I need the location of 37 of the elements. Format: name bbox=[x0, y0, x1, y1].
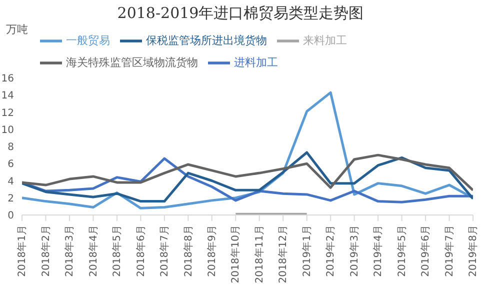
y-tick-label: 0 bbox=[8, 210, 14, 222]
x-tick-label: 2019年2月 bbox=[324, 225, 337, 277]
x-tick-label: 2018年4月 bbox=[87, 225, 100, 277]
chart-title: 2018-2019年进口棉贸易类型走势图 bbox=[116, 4, 365, 23]
x-tick-label: 2018年8月 bbox=[182, 225, 194, 277]
y-tick-label: 6 bbox=[8, 159, 14, 170]
x-tick-label: 2019年6月 bbox=[420, 225, 432, 277]
y-axis-title: 万吨 bbox=[6, 22, 28, 37]
x-tick-label: 2018年7月 bbox=[158, 225, 171, 277]
x-tick-label: 2018年3月 bbox=[64, 225, 76, 277]
y-tick-label: 16 bbox=[1, 74, 14, 85]
x-tick-label: 2019年4月 bbox=[372, 225, 384, 277]
y-tick-label: 10 bbox=[1, 124, 14, 136]
y-tick-label: 8 bbox=[8, 142, 14, 154]
y-tick-label: 12 bbox=[1, 108, 14, 119]
x-tick-label: 2018年2月 bbox=[40, 225, 52, 277]
legend-label: 保税监管场所进出境货物 bbox=[146, 34, 267, 48]
legend-label: 进料加工 bbox=[234, 56, 278, 70]
line-series bbox=[22, 154, 473, 192]
legend-label: 一般贸易 bbox=[66, 34, 110, 48]
legend-label: 来料加工 bbox=[303, 34, 347, 48]
y-tick-label: 14 bbox=[1, 90, 14, 102]
x-tick-label: 2018年12月 bbox=[277, 225, 290, 284]
x-tick-label: 2018年5月 bbox=[111, 225, 124, 277]
y-tick-label: 2 bbox=[8, 193, 14, 204]
x-tick-label: 2019年7月 bbox=[443, 225, 456, 277]
x-tick-label: 2018年9月 bbox=[206, 225, 218, 277]
x-tick-label: 2019年3月 bbox=[348, 225, 360, 277]
x-tick-label: 2019年5月 bbox=[396, 225, 408, 277]
legend-label: 海关特殊监管区域物流货物 bbox=[66, 56, 198, 70]
x-tick-label: 2018年11月 bbox=[253, 225, 266, 284]
x-tick-label: 2018年1月 bbox=[16, 225, 28, 277]
x-tick-label: 2018年6月 bbox=[134, 225, 147, 277]
x-tick-label: 2019年8月 bbox=[467, 225, 480, 277]
x-tick-label: 2019年1月 bbox=[300, 225, 313, 277]
x-tick-label: 2018年10月 bbox=[230, 225, 242, 284]
y-tick-label: 4 bbox=[8, 176, 14, 188]
